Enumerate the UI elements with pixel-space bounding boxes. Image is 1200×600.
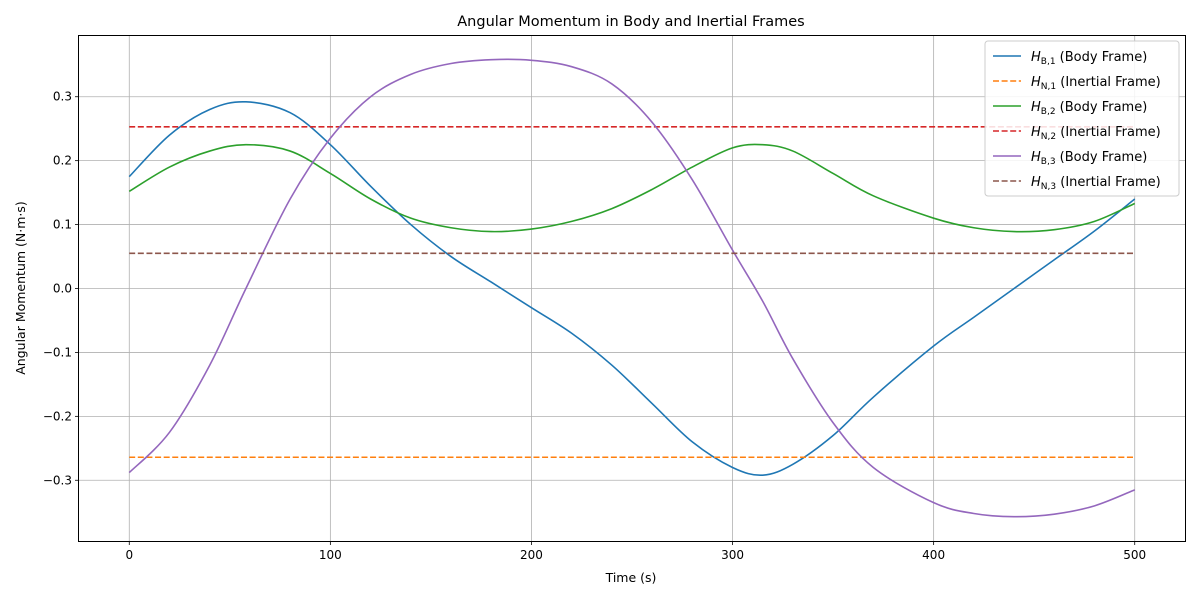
y-tick-label: 0.3: [53, 90, 72, 104]
x-tick-label: 300: [721, 548, 744, 562]
x-tick-label: 0: [125, 548, 133, 562]
legend-label-3: HB,2 (Body Frame): [1031, 100, 1147, 117]
series-line-3: [128, 143, 1136, 233]
x-tick-label: 400: [922, 548, 945, 562]
y-tick-label: −0.3: [43, 473, 72, 487]
x-axis-title: Time (s): [605, 570, 657, 585]
series-line-1: [128, 100, 1136, 477]
x-tick-label: 500: [1123, 548, 1146, 562]
legend-label-2: HN,1 (Inertial Frame): [1031, 75, 1161, 92]
y-axis-ticks: −0.3 −0.2 −0.1 0.0 0.1 0.2 0.3: [43, 90, 79, 487]
y-tick-label: 0.0: [53, 282, 72, 296]
legend-label-6: HN,3 (Inertial Frame): [1031, 175, 1161, 192]
legend-box: [984, 40, 1180, 197]
series-line-5: [128, 58, 1136, 518]
chart-title: Angular Momentum in Body and Inertial Fr…: [457, 14, 804, 30]
y-tick-label: −0.1: [43, 345, 72, 359]
legend-label-5: HB,3 (Body Frame): [1031, 150, 1147, 167]
legend: HB,1 (Body Frame) HN,1 (Inertial Frame) HB…: [984, 40, 1180, 197]
y-tick-label: 0.2: [53, 154, 72, 168]
y-tick-label: 0.1: [53, 218, 72, 232]
series-layer: [128, 58, 1136, 518]
legend-label-1: HB,1 (Body Frame): [1031, 50, 1147, 67]
y-tick-label: −0.2: [43, 409, 72, 423]
y-axis-title: Angular Momentum (N·m·s): [13, 201, 28, 375]
legend-label-4: HN,2 (Inertial Frame): [1031, 125, 1161, 142]
x-axis-ticks: 0 100 200 300 400 500: [125, 541, 1146, 562]
x-tick-label: 100: [319, 548, 342, 562]
x-tick-label: 200: [520, 548, 543, 562]
